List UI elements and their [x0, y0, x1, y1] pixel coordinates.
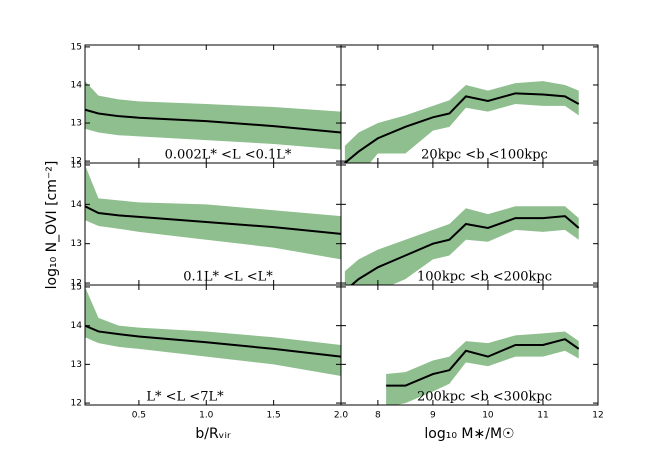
frame: [340, 284, 599, 406]
x-tick-label: 8: [375, 411, 381, 421]
y-tick-label: 13: [71, 360, 82, 370]
panel: [344, 81, 580, 163]
annotation: L* <L <7L*: [146, 390, 224, 405]
annotation: 20kpc <b <100kpc: [421, 148, 548, 163]
y-tick-label: 13: [71, 119, 82, 129]
line: [350, 215, 580, 285]
band: [344, 81, 579, 163]
x-tick-label: 9: [430, 411, 436, 421]
line: [386, 338, 580, 387]
band: [386, 331, 579, 405]
band: [344, 206, 579, 285]
y-tick-label: 13: [71, 239, 82, 249]
y-tick-label: 12: [71, 157, 82, 167]
band: [85, 164, 341, 260]
annotation: 0.1L* <L <L*: [183, 270, 273, 285]
band: [85, 286, 341, 376]
y-tick-label: 12: [71, 279, 82, 289]
annotation: 0.002L* <L <0.1L*: [165, 148, 292, 163]
y-tick-label: 15: [71, 42, 82, 52]
y-tick-label: 15: [71, 282, 82, 292]
x-axis-label: log₁₀ M∗/M☉: [424, 426, 514, 442]
x-tick-label: 11: [537, 411, 548, 421]
line: [85, 324, 341, 358]
annotation: 100kpc <b <200kpc: [417, 270, 552, 285]
annotation: 200kpc <b <300kpc: [417, 390, 552, 405]
y-axis-label: log₁₀ N_OVI [cm⁻²]: [44, 161, 60, 290]
y-tick-label: 12: [71, 399, 82, 409]
panel: [85, 286, 341, 376]
y-tick-label: 14: [71, 200, 83, 210]
y-tick-label: 15: [71, 160, 82, 170]
x-tick-label: 1.0: [199, 411, 214, 421]
y-tick-label: 14: [71, 321, 83, 331]
x-axis-label: b/Rᵥᵢᵣ: [195, 426, 231, 442]
line: [85, 205, 341, 235]
x-tick-label: 10: [482, 411, 494, 421]
x-tick-label: 2.0: [334, 411, 349, 421]
panel: [85, 81, 341, 150]
x-tick-label: 0.5: [132, 411, 146, 421]
y-tick-label: 14: [71, 80, 83, 90]
panel: [85, 164, 341, 260]
panel: [386, 331, 580, 405]
band: [85, 81, 341, 150]
x-tick-label: 12: [592, 411, 603, 421]
line: [344, 92, 580, 163]
panel: [344, 206, 580, 285]
line: [85, 108, 341, 134]
x-tick-label: 1.5: [266, 411, 280, 421]
